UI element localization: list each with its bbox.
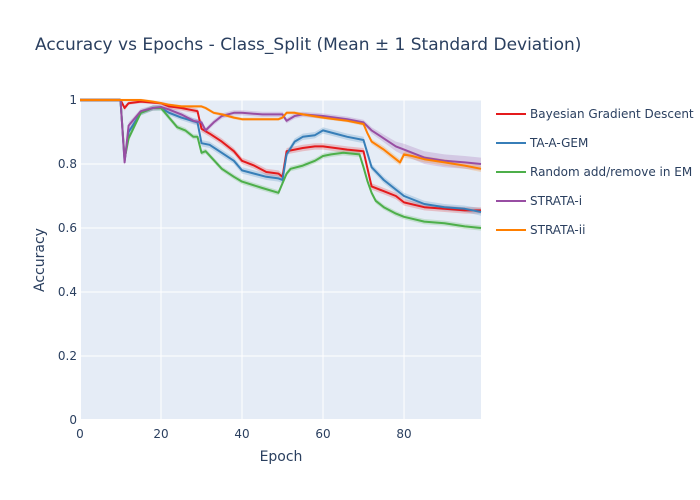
series-line-strata-ii [80, 99, 482, 170]
grid-lines [79, 99, 481, 421]
legend-item-strata-ii[interactable]: STRATA-ii [496, 223, 585, 237]
legend: Bayesian Gradient Descent TA-A-GEM Random … [496, 107, 694, 237]
y-tick-label: 1 [69, 93, 77, 107]
chart-title: Accuracy vs Epochs - Class_Split (Mean ±… [35, 35, 581, 55]
x-tick-label: 20 [153, 427, 168, 441]
legend-label: Random add/remove in EM [530, 165, 692, 179]
y-tick-label: 0 [69, 413, 77, 427]
legend-label: TA-A-GEM [529, 136, 588, 150]
std-band-strata-ii [80, 98, 481, 172]
y-tick-label: 0.8 [58, 157, 77, 171]
y-tick-label: 0.6 [58, 221, 77, 235]
x-tick-labels: 0 20 40 60 80 [76, 427, 412, 441]
y-tick-label: 0.4 [58, 285, 77, 299]
x-tick-label: 80 [396, 427, 411, 441]
legend-item-bayesian-gradient-descent[interactable]: Bayesian Gradient Descent [496, 107, 694, 121]
x-tick-label: 40 [234, 427, 249, 441]
series-lines [80, 99, 482, 229]
legend-label: Bayesian Gradient Descent [530, 107, 694, 121]
legend-item-strata-i[interactable]: STRATA-i [496, 194, 582, 208]
legend-item-random-add-remove-in-em[interactable]: Random add/remove in EM [496, 165, 692, 179]
legend-item-ta-a-gem[interactable]: TA-A-GEM [496, 136, 588, 150]
std-band-ta-a-gem [80, 98, 481, 216]
y-tick-labels: 0 0.2 0.4 0.6 0.8 1 [58, 93, 77, 427]
y-axis-title: Accuracy [32, 228, 48, 292]
series-line-strata-i [80, 99, 482, 165]
legend-label: STRATA-ii [530, 223, 585, 237]
legend-label: STRATA-i [530, 194, 582, 208]
x-tick-label: 60 [315, 427, 330, 441]
x-tick-label: 0 [76, 427, 84, 441]
y-tick-label: 0.2 [58, 349, 77, 363]
series-line-random-add-remove-in-em [80, 99, 482, 229]
plot-area [80, 100, 481, 420]
x-axis-title: Epoch [260, 449, 303, 465]
